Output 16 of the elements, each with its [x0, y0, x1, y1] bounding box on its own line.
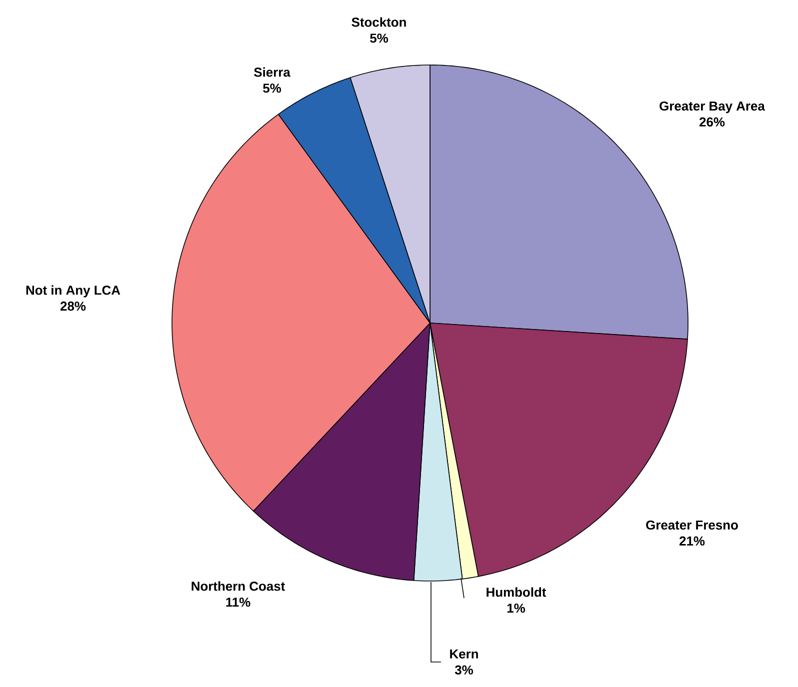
data-label: 26% — [700, 117, 725, 127]
data-label: 21% — [680, 536, 705, 546]
slice-label: Greater Fresno — [646, 520, 738, 530]
data-label: 11% — [226, 598, 250, 607]
slice-label: Greater Bay Area — [660, 101, 765, 114]
data-label: 5% — [370, 34, 388, 43]
data-label: 1% — [507, 604, 526, 613]
slice-label: Northern Coast — [192, 581, 285, 591]
slice-label: Stockton — [352, 17, 406, 27]
data-label: 3% — [454, 665, 474, 674]
legend-label: Humboldt — [486, 587, 546, 597]
data-label: 28% — [60, 302, 86, 311]
slice-label: Sierra — [254, 67, 290, 77]
slice-label: Not in Any LCA — [26, 285, 120, 298]
slice-label: Kern — [450, 650, 478, 659]
data-label: 5% — [263, 84, 282, 93]
